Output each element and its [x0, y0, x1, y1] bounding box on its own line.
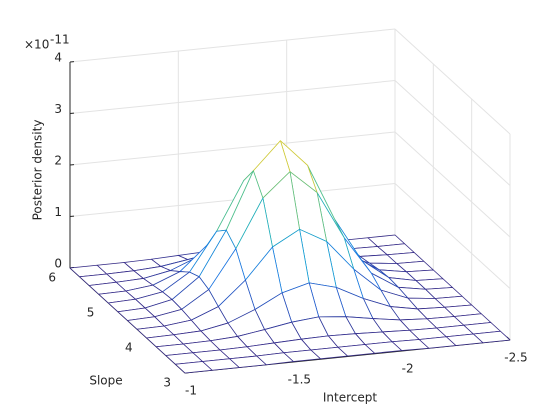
z-tick-label: 0 [54, 257, 62, 271]
grid-line [69, 28, 396, 63]
z-axis-label: Posterior density [31, 120, 45, 221]
y-axis-label: Slope [89, 374, 122, 388]
y-tick-label: 5 [87, 306, 95, 320]
y-tick-label: 3 [163, 376, 171, 390]
y-tick-label: 4 [125, 341, 133, 355]
x-tick-label: -2.5 [504, 351, 527, 365]
grid-line [394, 131, 511, 238]
grid-line [394, 28, 511, 135]
z-tick-label: 3 [54, 102, 62, 116]
z-tick-label: 2 [54, 154, 62, 168]
z-scale-label: ×10 [24, 38, 49, 52]
z-tick-label: 4 [54, 51, 62, 65]
x-tick-label: -1.5 [288, 373, 311, 387]
y-tick-label: 6 [48, 271, 56, 285]
grid-line [394, 183, 511, 289]
x-tick-label: -1 [185, 384, 197, 398]
mesh-cell [175, 361, 213, 374]
z-scale-exponent: -11 [50, 33, 70, 47]
grid-line [69, 131, 396, 166]
z-tick-label: 1 [54, 205, 62, 219]
x-tick-label: -2 [402, 362, 414, 376]
grid-line [394, 80, 511, 186]
grid-line [69, 80, 396, 114]
grid-line [69, 183, 396, 217]
x-axis-label: Intercept [323, 391, 378, 405]
